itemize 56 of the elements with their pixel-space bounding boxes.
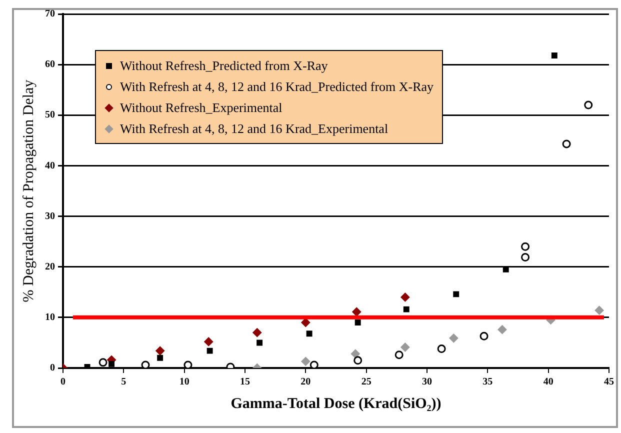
- point: [98, 358, 108, 367]
- x-tick-label: 25: [361, 376, 372, 388]
- point: [310, 360, 318, 368]
- point: [521, 242, 530, 251]
- x-tick-label: 10: [179, 376, 190, 388]
- point: [108, 360, 115, 367]
- x-tick-label: 0: [60, 376, 66, 388]
- x-tick-label: 35: [482, 376, 493, 388]
- point: [184, 360, 192, 368]
- y-tick-label: 0: [50, 362, 55, 374]
- legend-label: With Refresh at 4, 8, 12 and 16 Krad_Predicted from X-Ray: [120, 78, 434, 96]
- point: [498, 325, 507, 334]
- point: [156, 346, 165, 356]
- x-tick-label: 15: [240, 376, 250, 388]
- point: [141, 360, 150, 368]
- y-tick-label: 70: [45, 8, 55, 20]
- point: [437, 344, 446, 354]
- y-tick-label: 50: [45, 110, 55, 121]
- legend-label: Without Refresh_Experimental: [120, 99, 282, 117]
- point: [354, 320, 361, 326]
- point: [521, 253, 530, 262]
- point: [252, 328, 262, 338]
- y-tick-label: 10: [45, 312, 55, 324]
- point: [400, 342, 410, 352]
- point: [453, 291, 460, 298]
- point: [204, 337, 214, 346]
- point: [400, 292, 410, 302]
- x-tick-label: 40: [543, 376, 554, 388]
- legend-label: With Refresh at 4, 8, 12 and 16 Krad_Experimental: [120, 120, 388, 138]
- point: [350, 349, 360, 358]
- point: [306, 330, 312, 337]
- point: [394, 350, 404, 360]
- y-tick-label: 20: [45, 261, 55, 272]
- point: [354, 356, 362, 365]
- y-tick-label: 30: [45, 210, 55, 222]
- point: [352, 307, 362, 316]
- y-tick-label: 40: [45, 160, 55, 172]
- x-tick-label: 20: [300, 376, 311, 388]
- point: [206, 348, 213, 354]
- legend-label: Without Refresh_Predicted from X-Ray: [120, 57, 328, 75]
- x-tick-label: 5: [121, 376, 126, 388]
- y-tick-label: 60: [45, 59, 55, 70]
- point: [551, 52, 558, 58]
- point: [480, 332, 488, 340]
- x-axis-title: Gamma-Total Dose (Krad(SiO₂)): [230, 396, 442, 412]
- x-tick-label: 45: [604, 376, 614, 388]
- point: [562, 140, 571, 148]
- x-tick-label: 30: [422, 376, 432, 388]
- point: [157, 354, 164, 361]
- point: [449, 334, 458, 343]
- point: [301, 356, 310, 366]
- point: [594, 306, 604, 315]
- point: [584, 100, 593, 110]
- point: [403, 306, 410, 312]
- y-axis-title: % Degradation of Propagation Delay: [20, 79, 37, 302]
- point: [256, 340, 263, 346]
